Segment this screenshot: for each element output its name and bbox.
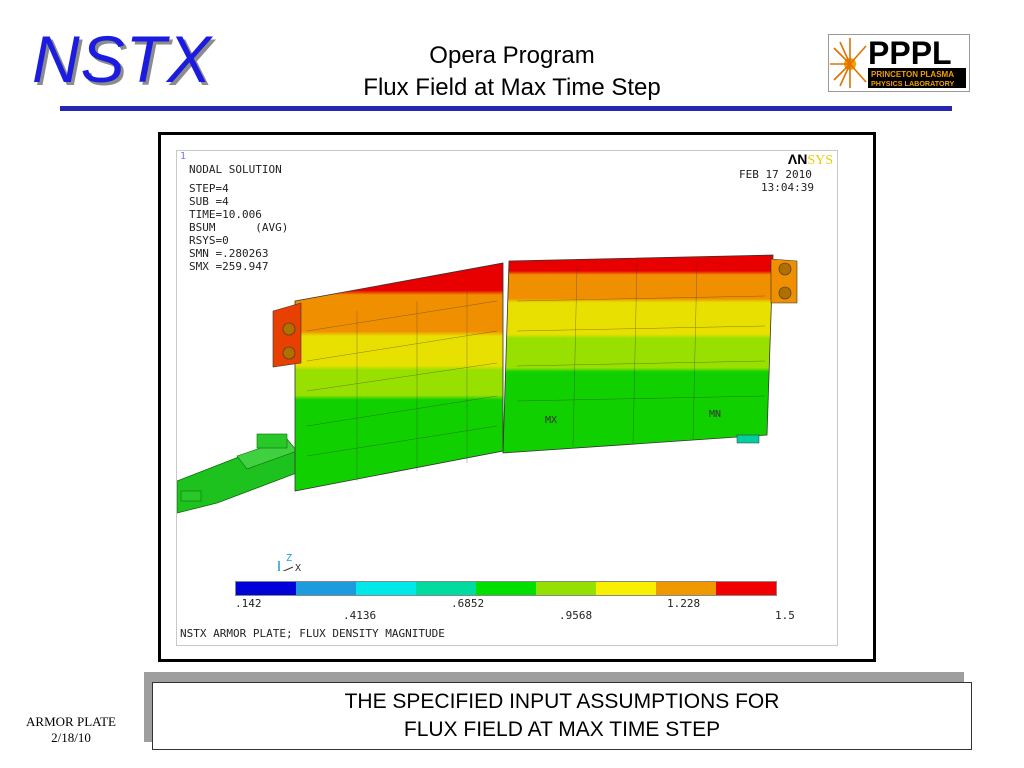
caption-line-2: FLUX FIELD AT MAX TIME STEP [403,718,721,741]
ansys-logo: ΛNSYS [788,151,833,169]
coordinate-triad [277,561,294,571]
solution-type: NODAL SOLUTION [189,163,282,176]
pppl-logo: PPPL PRINCETON PLASMA PHYSICS LABORATORY [828,34,970,92]
legend-label-4: 1.228 [667,597,701,610]
pppl-logo-sub2: PHYSICS LABORATORY [871,79,955,88]
caption-box: THE SPECIFIED INPUT ASSUMPTIONS FOR FLUX… [152,682,972,750]
triad-z-label: Z [286,553,292,564]
ansys-logo-sys: SYS [807,153,833,168]
window-number: 1 [180,151,187,162]
left-armor-plate [272,262,504,492]
legend-swatch-4 [476,582,536,595]
sunburst-icon [830,38,867,88]
step-value: STEP=4 [189,182,229,195]
pppl-logo-main: PPPL [868,35,952,71]
legend-swatch-1 [296,582,356,595]
max-marker-label: MX [545,415,557,426]
legend-label-2: .6852 [451,597,485,610]
ansys-logo-an: ΛN [787,151,808,167]
time-value: TIME=10.006 [189,208,262,221]
legend-swatch-5 [536,582,596,595]
sub-value: SUB =4 [189,195,229,208]
title-line-2: Flux Field at Max Time Step [363,74,661,101]
legend-label-0: .142 [235,597,262,610]
legend-swatch-2 [356,582,416,595]
support-rail [177,433,308,514]
header-divider [60,106,952,111]
armor-plate-model: MX MN Z X [177,254,798,571]
legend-swatch-0 [236,582,296,595]
smn-value: SMN =.280263 [189,247,269,260]
legend-label-3: .9568 [559,609,593,622]
smx-value: SMX =259.947 [189,260,269,273]
legend-label-1: .4136 [343,609,377,622]
footer-line-2: 2/18/10 [51,730,91,745]
plot-date: FEB 17 2010 [739,168,812,181]
caption-line-1: THE SPECIFIED INPUT ASSUMPTIONS FOR [344,690,780,713]
footer-line-1: ARMOR PLATE [26,714,116,729]
legend-swatch-3 [416,582,476,595]
bsum-value: BSUM (AVG) [189,221,289,234]
title-line-1: Opera Program [429,42,595,69]
plot-title: NSTX ARMOR PLATE; FLUX DENSITY MAGNITUDE [180,627,445,640]
min-marker-label: MN [709,409,721,420]
nstx-logo: NSTX [32,22,213,96]
rsys-value: RSYS=0 [189,234,229,247]
legend-swatch-8 [716,582,776,595]
pppl-logo-sub1: PRINCETON PLASMA [871,70,954,79]
legend-swatch-6 [596,582,656,595]
contour-legend-bar [235,581,777,596]
legend-swatch-7 [656,582,716,595]
legend-label-5: 1.5 [775,609,795,622]
footer-note: ARMOR PLATE 2/18/10 [14,714,128,746]
right-armor-plate [502,254,798,454]
triad-x-label: X [295,563,301,571]
page-title: Opera Program Flux Field at Max Time Ste… [300,40,724,104]
plot-time: 13:04:39 [761,181,814,194]
ansys-plot-panel: 1 ΛNSYS NODAL SOLUTION STEP=4 SUB =4 TIM… [176,150,838,646]
